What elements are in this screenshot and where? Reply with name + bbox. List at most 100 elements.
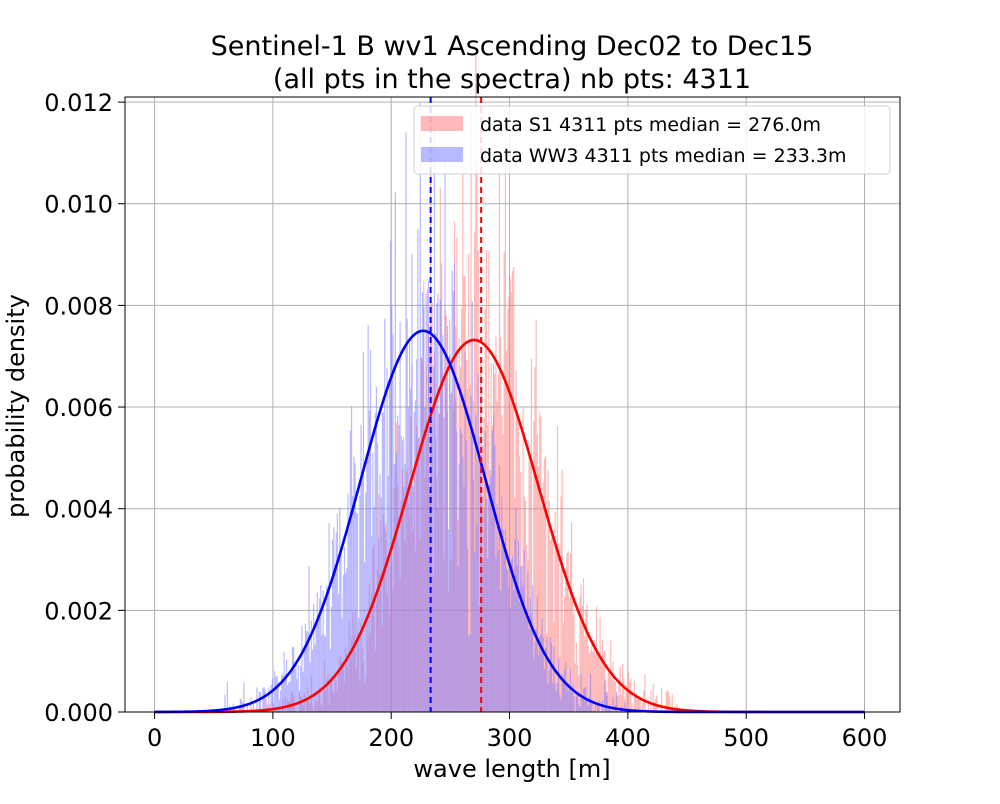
histogram-bar [366, 455, 367, 712]
histogram-bar [417, 229, 418, 712]
histogram-bar [368, 325, 369, 712]
y-tick-label: 0.004 [44, 496, 113, 524]
histogram-bar [268, 687, 269, 712]
histogram-bar [541, 619, 542, 712]
histogram-bar [297, 679, 298, 712]
histogram-bar [518, 541, 519, 712]
histogram-bar [547, 470, 548, 712]
histogram-bar [365, 493, 366, 712]
histogram-bar [344, 547, 345, 712]
histogram-bar [395, 192, 396, 712]
histogram-bar [442, 335, 443, 712]
histogram-bar [397, 415, 398, 712]
histogram-bar [560, 700, 561, 712]
histogram-bar [549, 670, 550, 712]
histogram-bar [520, 567, 521, 712]
histogram-bar [589, 696, 590, 712]
histogram-bar [526, 617, 527, 712]
histogram-bar [321, 635, 322, 712]
histogram-bar [418, 438, 419, 712]
histogram-bar [369, 410, 370, 712]
histogram-bar [227, 682, 228, 712]
histogram-bar [568, 691, 569, 712]
histogram-bar [304, 649, 305, 713]
histogram-bar [546, 637, 547, 712]
histogram-bar [601, 656, 602, 712]
histogram-bar [590, 674, 591, 712]
histogram-bar [463, 486, 464, 712]
histogram-bar [571, 523, 572, 712]
histogram-bar [525, 608, 526, 712]
histogram-bar [437, 294, 438, 712]
histogram-bar [356, 512, 357, 712]
histogram-bar [498, 550, 499, 712]
histogram-bar [398, 425, 399, 712]
histogram-bar [422, 292, 423, 712]
histogram-bar [468, 636, 469, 712]
histogram-bar [506, 567, 507, 712]
histogram-bar [595, 706, 596, 712]
histogram-bar [276, 676, 277, 712]
histogram-bar [396, 453, 397, 712]
histogram-bar [457, 566, 458, 712]
chart-title: Sentinel-1 B wv1 Ascending Dec02 to Dec1… [211, 31, 814, 62]
histogram-bar [563, 683, 564, 712]
histogram-bar [582, 699, 583, 712]
histogram-bar [364, 562, 365, 712]
histogram-bar [653, 684, 654, 712]
histogram-bar [588, 645, 589, 712]
histogram-bar [431, 417, 432, 712]
histogram-bar [314, 645, 315, 712]
histogram-bar [388, 476, 389, 712]
histogram-bar [476, 524, 477, 712]
histogram-bar [544, 669, 545, 712]
histogram-bar [292, 647, 293, 712]
histogram-bar [363, 352, 364, 712]
histogram-bar [324, 635, 325, 712]
histogram-bar [557, 426, 558, 712]
x-tick-label: 600 [842, 724, 888, 752]
histogram-bar [357, 513, 358, 712]
x-tick-label: 100 [250, 724, 296, 752]
histogram-bar [408, 406, 409, 712]
histogram-bar [494, 445, 495, 712]
histogram-bar [550, 637, 551, 712]
histogram-bar [578, 705, 579, 712]
histogram-bar [528, 629, 529, 712]
histogram-bar [260, 692, 261, 712]
chart-subtitle: (all pts in the spectra) nb pts: 4311 [273, 64, 751, 95]
histogram-bar [669, 697, 670, 712]
histogram-bar [493, 363, 494, 712]
histogram-bar [532, 586, 533, 712]
histogram-bar [338, 594, 339, 712]
histogram-bar [259, 692, 260, 712]
histogram-bar [530, 598, 531, 712]
histogram-bar [559, 695, 560, 712]
histogram-bar [557, 683, 558, 712]
histogram-bar [570, 669, 571, 712]
histogram-bar [392, 334, 393, 712]
histogram-bar [271, 685, 272, 712]
histogram-bar [511, 560, 512, 712]
legend-label-s1: data S1 4311 pts median = 276.0m [480, 114, 821, 136]
histogram-bar [289, 682, 290, 712]
histogram-bar [409, 342, 410, 712]
histogram-bar [413, 486, 414, 712]
x-tick-label: 500 [723, 724, 769, 752]
histogram-bar [275, 677, 276, 712]
histogram-bar [596, 606, 597, 712]
histogram-bar [644, 674, 645, 712]
histogram-bar [571, 692, 572, 712]
histogram-bar [551, 643, 552, 712]
histogram-bar [440, 299, 441, 712]
histogram-bar [504, 547, 505, 712]
histogram-bar [599, 617, 600, 712]
histogram-bar [343, 575, 344, 712]
histogram-bar [424, 407, 425, 712]
histogram-bar [375, 413, 376, 712]
legend-label-ww3: data WW3 4311 pts median = 233.3m [480, 145, 847, 167]
histogram-bar [598, 700, 599, 712]
histogram-bar [443, 418, 444, 712]
histogram-bar [391, 306, 392, 712]
